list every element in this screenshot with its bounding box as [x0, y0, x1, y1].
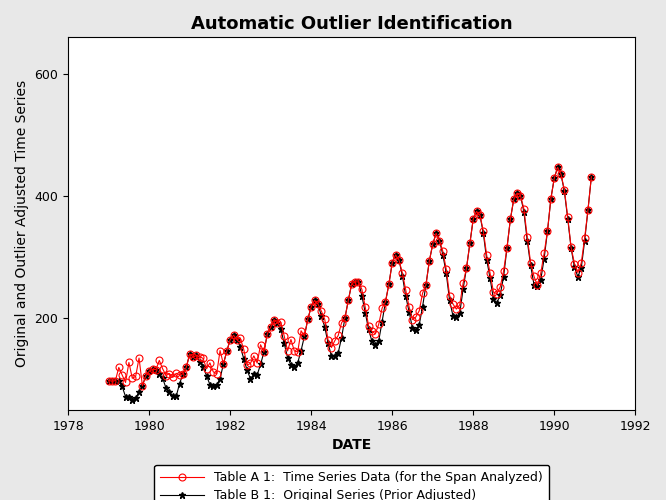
Table B 1:  Original Series (Prior Adjusted): (1.98e+03, 66.3): Original Series (Prior Adjusted): (1.98e…	[129, 397, 137, 403]
Table B 1:  Original Series (Prior Adjusted): (1.98e+03, 125): Original Series (Prior Adjusted): (1.98e…	[256, 362, 264, 368]
Table A 1:  Time Series Data (for the Span Analyzed): (1.99e+03, 316): Time Series Data (for the Span Analyzed)…	[503, 245, 511, 251]
Table A 1:  Time Series Data (for the Span Analyzed): (1.99e+03, 432): Time Series Data (for the Span Analyzed)…	[587, 174, 595, 180]
Table A 1:  Time Series Data (for the Span Analyzed): (1.99e+03, 447): Time Series Data (for the Span Analyzed)…	[553, 164, 561, 170]
Legend: Table A 1:  Time Series Data (for the Span Analyzed), Table B 1:  Original Serie: Table A 1: Time Series Data (for the Spa…	[155, 464, 549, 500]
Table A 1:  Time Series Data (for the Span Analyzed): (1.99e+03, 215): Time Series Data (for the Span Analyzed)…	[452, 306, 460, 312]
Table B 1:  Original Series (Prior Adjusted): (1.98e+03, 98.3): Original Series (Prior Adjusted): (1.98e…	[105, 378, 113, 384]
Table A 1:  Time Series Data (for the Span Analyzed): (1.98e+03, 89.9): Time Series Data (for the Span Analyzed)…	[139, 382, 147, 388]
X-axis label: DATE: DATE	[332, 438, 372, 452]
Table A 1:  Time Series Data (for the Span Analyzed): (1.98e+03, 157): Time Series Data (for the Span Analyzed)…	[256, 342, 264, 348]
Table B 1:  Original Series (Prior Adjusted): (1.99e+03, 432): Original Series (Prior Adjusted): (1.99e…	[587, 174, 595, 180]
Table B 1:  Original Series (Prior Adjusted): (1.99e+03, 239): Original Series (Prior Adjusted): (1.99e…	[496, 292, 504, 298]
Table B 1:  Original Series (Prior Adjusted): (1.98e+03, 109): Original Series (Prior Adjusted): (1.98e…	[179, 371, 187, 377]
Table A 1:  Time Series Data (for the Span Analyzed): (1.98e+03, 106): Time Series Data (for the Span Analyzed)…	[142, 373, 150, 379]
Line: Table B 1:  Original Series (Prior Adjusted): Table B 1: Original Series (Prior Adjust…	[105, 164, 595, 404]
Table B 1:  Original Series (Prior Adjusted): (1.99e+03, 447): Original Series (Prior Adjusted): (1.99e…	[553, 164, 561, 170]
Line: Table A 1:  Time Series Data (for the Span Analyzed): Table A 1: Time Series Data (for the Spa…	[105, 164, 595, 389]
Table B 1:  Original Series (Prior Adjusted): (1.99e+03, 316): Original Series (Prior Adjusted): (1.99e…	[503, 245, 511, 251]
Table A 1:  Time Series Data (for the Span Analyzed): (1.99e+03, 252): Time Series Data (for the Span Analyzed)…	[496, 284, 504, 290]
Table A 1:  Time Series Data (for the Span Analyzed): (1.98e+03, 109): Time Series Data (for the Span Analyzed)…	[179, 371, 187, 377]
Title: Automatic Outlier Identification: Automatic Outlier Identification	[191, 15, 513, 33]
Table B 1:  Original Series (Prior Adjusted): (1.98e+03, 106): Original Series (Prior Adjusted): (1.98e…	[142, 373, 150, 379]
Table B 1:  Original Series (Prior Adjusted): (1.99e+03, 203): Original Series (Prior Adjusted): (1.99e…	[452, 314, 460, 320]
Table A 1:  Time Series Data (for the Span Analyzed): (1.98e+03, 98.3): Time Series Data (for the Span Analyzed)…	[105, 378, 113, 384]
Y-axis label: Original and Outlier Adjusted Time Series: Original and Outlier Adjusted Time Serie…	[15, 80, 29, 367]
